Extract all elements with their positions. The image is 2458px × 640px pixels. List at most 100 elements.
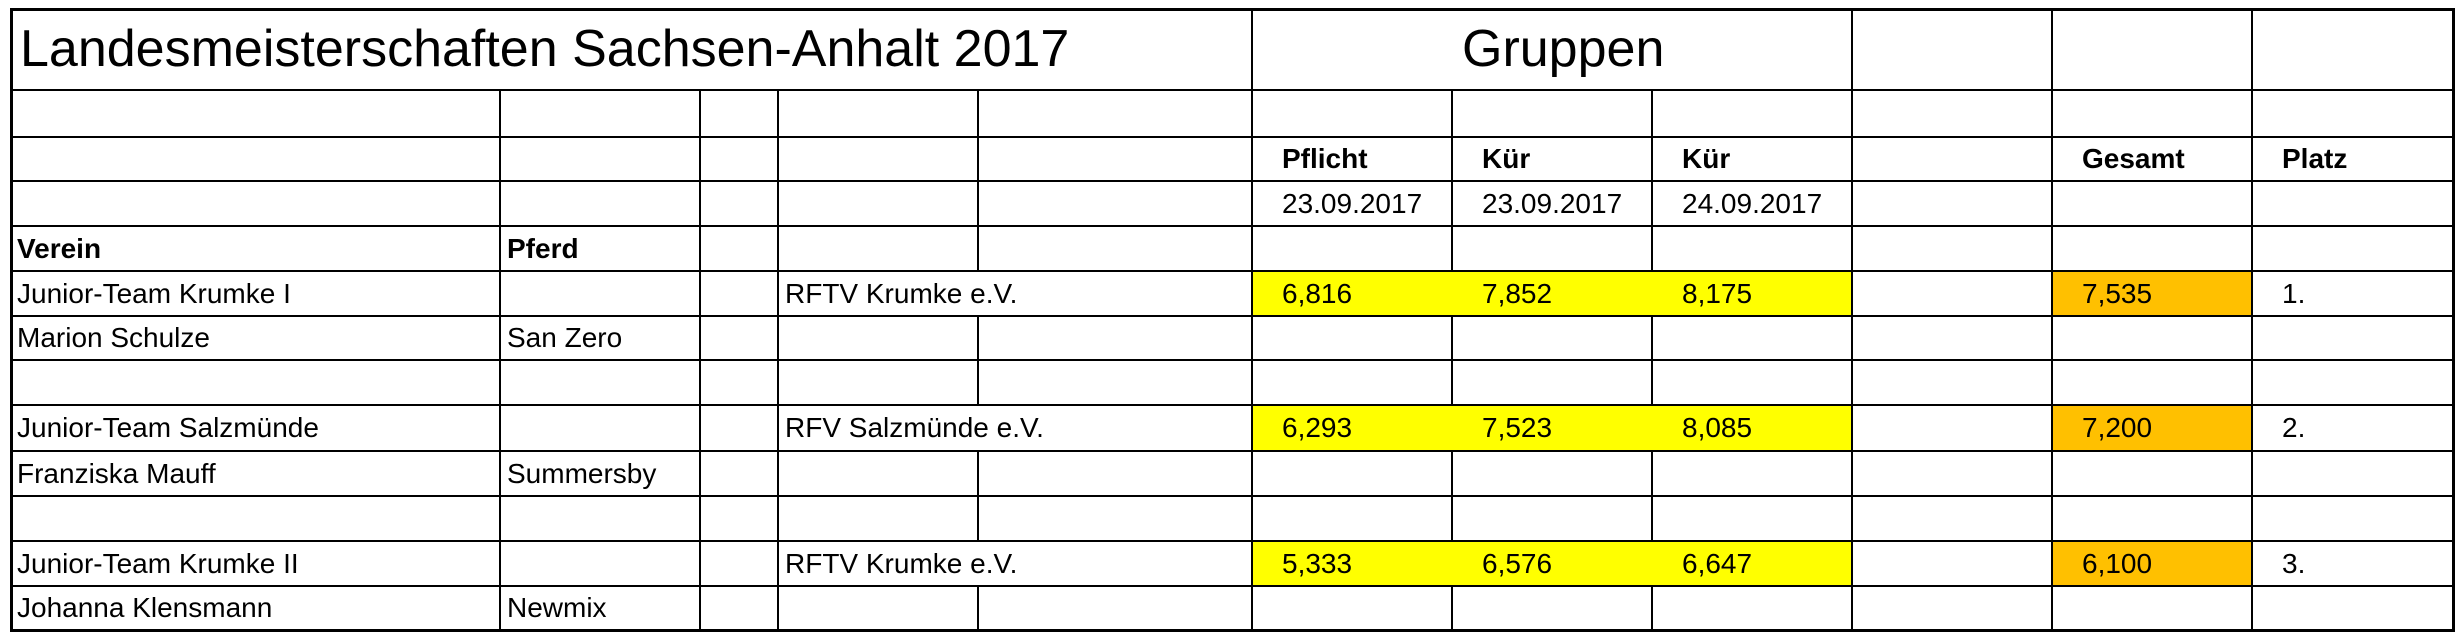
column-border: [2251, 90, 2253, 137]
score-gesamt: 7,535: [2082, 277, 2153, 309]
column-border: [1851, 181, 1853, 226]
column-border: [1851, 360, 1853, 405]
outer-border-left: [10, 8, 13, 630]
section-title: Gruppen: [1462, 20, 1665, 78]
score-kuer-2: 8,175: [1682, 277, 1753, 309]
score-kuer-1: 7,852: [1482, 277, 1553, 309]
column-border: [499, 271, 501, 316]
date-kuer-1: 23.09.2017: [1482, 187, 1623, 219]
column-border: [2251, 181, 2253, 226]
column-border: [777, 226, 779, 271]
score-kuer-1: 6,576: [1482, 547, 1553, 579]
date-kuer-2: 24.09.2017: [1682, 187, 1823, 219]
row-border: [10, 180, 2455, 182]
column-border: [1451, 496, 1453, 541]
outer-border-right: [2452, 8, 2455, 632]
column-border: [699, 496, 701, 541]
total-highlight: [2052, 405, 2252, 451]
column-border: [777, 271, 779, 316]
column-border: [977, 137, 979, 181]
column-border: [2051, 137, 2053, 181]
date-pflicht: 23.09.2017: [1282, 187, 1423, 219]
row-border: [10, 629, 2455, 632]
column-border: [1251, 316, 1253, 360]
column-border: [1251, 226, 1253, 271]
row-border: [10, 404, 2455, 406]
column-border: [977, 451, 979, 496]
score-kuer-2: 6,647: [1682, 547, 1753, 579]
row-border: [10, 225, 2455, 227]
column-border: [2251, 226, 2253, 271]
column-border: [977, 90, 979, 137]
column-border: [977, 181, 979, 226]
column-border: [499, 360, 501, 405]
column-border: [1651, 360, 1653, 405]
column-border: [499, 541, 501, 586]
column-border: [777, 541, 779, 586]
column-border: [1651, 586, 1653, 630]
placement: 3.: [2282, 547, 2306, 579]
team-name: Junior-Team Salzmünde: [17, 412, 319, 443]
horse-name: Newmix: [507, 592, 607, 623]
column-border: [699, 181, 701, 226]
column-border: [1251, 90, 1253, 137]
column-border: [777, 405, 779, 451]
column-border: [777, 181, 779, 226]
column-border: [1451, 360, 1453, 405]
column-border: [699, 137, 701, 181]
column-border: [1251, 586, 1253, 630]
sheet-title: Landesmeisterschaften Sachsen-Anhalt 201…: [20, 20, 1070, 78]
longeur-name: Franziska Mauff: [17, 457, 216, 489]
column-border: [2051, 541, 2053, 586]
placement: 1.: [2282, 277, 2306, 309]
column-border: [2051, 360, 2053, 405]
column-border: [2251, 137, 2253, 181]
column-border: [1251, 271, 1253, 316]
column-border: [1251, 541, 1253, 586]
column-border: [2051, 90, 2053, 137]
column-border: [2251, 8, 2253, 90]
column-border: [1851, 451, 1853, 496]
placement: 2.: [2282, 412, 2306, 443]
column-border: [2051, 271, 2053, 316]
header-pferd: Pferd: [507, 232, 579, 264]
column-border: [1451, 90, 1453, 137]
column-border: [1251, 405, 1253, 451]
total-highlight: [2052, 541, 2252, 586]
score-pflicht: 6,293: [1282, 412, 1353, 443]
column-border: [1851, 316, 1853, 360]
horse-name: Summersby: [507, 457, 657, 489]
column-border: [777, 586, 779, 630]
header-platz: Platz: [2282, 143, 2348, 174]
column-border: [977, 496, 979, 541]
column-border: [499, 586, 501, 630]
column-border: [699, 451, 701, 496]
score-kuer-1: 7,523: [1482, 412, 1553, 443]
column-border: [699, 316, 701, 360]
column-border: [1851, 226, 1853, 271]
column-border: [1851, 137, 1853, 181]
row-border: [10, 540, 2455, 542]
column-border: [1851, 496, 1853, 541]
score-gesamt: 6,100: [2082, 547, 2153, 579]
row-border: [10, 136, 2455, 138]
column-border: [2051, 181, 2053, 226]
column-border: [1651, 226, 1653, 271]
score-highlight: [1252, 405, 1852, 451]
column-border: [1451, 137, 1453, 181]
column-border: [1851, 405, 1853, 451]
column-border: [699, 360, 701, 405]
column-border: [699, 405, 701, 451]
column-border: [777, 137, 779, 181]
club-name: RFV Salzmünde e.V.: [785, 412, 1044, 443]
column-border: [1851, 541, 1853, 586]
header-kuer-2: Kür: [1682, 143, 1731, 174]
team-name: Junior-Team Krumke II: [17, 547, 299, 579]
column-border: [2051, 451, 2053, 496]
column-border: [699, 226, 701, 271]
column-border: [1651, 90, 1653, 137]
score-pflicht: 5,333: [1282, 547, 1353, 579]
score-gesamt: 7,200: [2082, 412, 2153, 443]
column-border: [2051, 226, 2053, 271]
column-border: [1851, 8, 1853, 90]
